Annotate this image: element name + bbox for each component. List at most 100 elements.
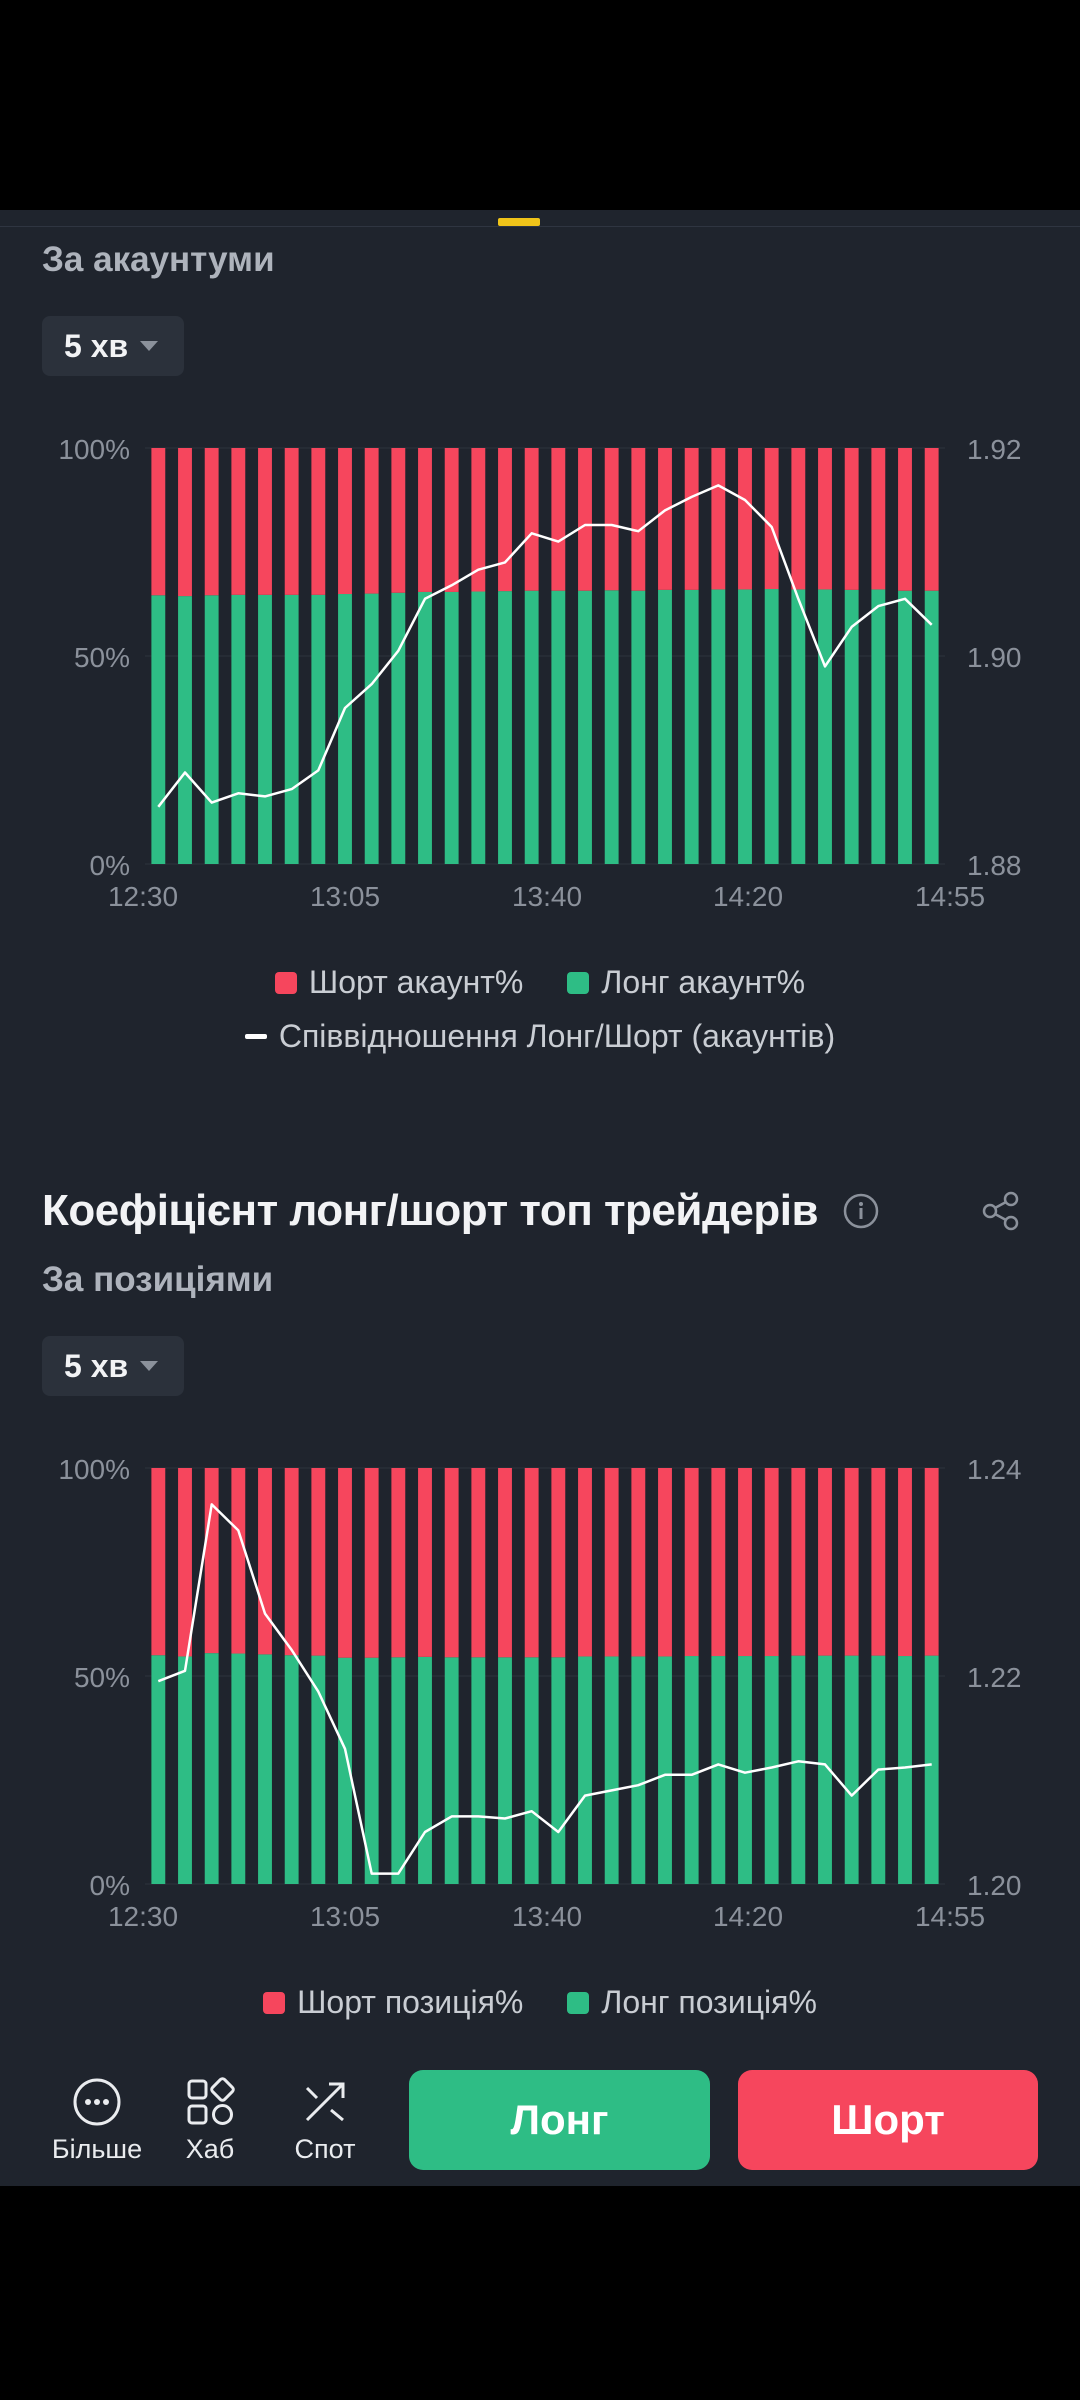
short-bar [391, 1468, 406, 1658]
x-tick-label: 14:55 [915, 1901, 985, 1932]
short-bar [204, 1468, 219, 1654]
short-bar [231, 448, 246, 595]
short-bar [871, 448, 886, 590]
long-bar [791, 1655, 806, 1884]
long-bar [924, 590, 939, 864]
long-bar [524, 590, 539, 864]
short-bar [604, 1468, 619, 1657]
short-bar [604, 448, 619, 591]
short-bar [258, 1468, 272, 1655]
x-tick-label: 13:40 [512, 881, 582, 912]
bottom-action-bar: Більше Хаб Спот Лонг Шорт [0, 2046, 1080, 2186]
short-bar [684, 448, 699, 590]
legend-short-positions[interactable]: Шорт позиція% [263, 1984, 523, 2021]
interval-dropdown-accounts[interactable]: 5 хв [42, 316, 184, 376]
accounts-chart-legend: Шорт акаунт% Лонг акаунт% [0, 964, 1080, 1001]
legend-long-accounts[interactable]: Лонг акаунт% [567, 964, 805, 1001]
accounts-subtitle: За акаунтуми [42, 240, 275, 279]
short-bar [711, 1468, 726, 1657]
short-bar [524, 1468, 539, 1658]
positions-subtitle: За позиціями [42, 1260, 274, 1299]
long-bar [204, 595, 219, 864]
short-bar [658, 1468, 672, 1657]
spot-label: Спот [294, 2134, 356, 2164]
long-button[interactable]: Лонг [409, 2070, 710, 2170]
positions-ratio-chart: 100% 50% 0% 1.24 1.22 1.20 12:30 13:05 13:40 14:2… [0, 1450, 1080, 2150]
long-bar [338, 1657, 352, 1884]
long-bar [898, 1656, 912, 1884]
y-right-tick-label: 1.24 [967, 1454, 1022, 1485]
long-bar [631, 1656, 646, 1884]
long-bar [258, 1654, 272, 1884]
short-bar [524, 448, 539, 591]
short-bar [924, 1468, 939, 1656]
legend-ratio-line[interactable]: Співвідношення Лонг/Шорт (акаунтів) [244, 1018, 836, 1055]
more-button[interactable]: Більше [42, 2076, 152, 2165]
interval-value: 5 хв [64, 1347, 129, 1384]
short-bar [498, 1468, 512, 1658]
long-bar [711, 589, 726, 864]
y-right-tick-label: 1.90 [967, 642, 1022, 673]
spot-button[interactable]: Спот [270, 2076, 380, 2165]
short-bar [791, 448, 806, 590]
long-bar [498, 591, 512, 864]
long-bar [444, 591, 459, 864]
long-bar [844, 589, 859, 864]
long-bar [151, 1655, 166, 1884]
interval-dropdown-positions[interactable]: 5 хв [42, 1336, 184, 1396]
y-left-tick-label: 50% [74, 642, 130, 673]
y-left-tick-label: 0% [90, 850, 130, 881]
y-left-tick-label: 0% [90, 1870, 130, 1901]
short-bar [631, 448, 646, 591]
long-bar [151, 595, 166, 864]
short-bar [364, 448, 379, 594]
legend-label: Співвідношення Лонг/Шорт (акаунтів) [278, 1018, 836, 1054]
long-bar [898, 590, 912, 864]
short-color-swatch [263, 1991, 286, 2014]
short-button[interactable]: Шорт [738, 2070, 1038, 2170]
long-bar [364, 593, 379, 864]
long-bar [471, 591, 486, 864]
x-tick-label: 12:30 [108, 1901, 178, 1932]
share-icon[interactable] [980, 1190, 1022, 1232]
accounts-ratio-chart: 100% 50% 0% 1.92 1.90 1.88 12:30 13:05 13:40 14:2… [0, 430, 1080, 1150]
short-bar [791, 1468, 806, 1656]
long-bar [578, 590, 592, 864]
long-bar [738, 1656, 752, 1884]
legend-label: Шорт позиція% [297, 1984, 524, 2020]
accounts-ratio-chart-svg: 100% 50% 0% 1.92 1.90 1.88 12:30 13:05 13:40 14:2… [58, 434, 1022, 912]
y-left-tick-label: 50% [74, 1662, 130, 1693]
short-bar [764, 448, 779, 590]
long-bar [258, 594, 272, 864]
legend-long-positions[interactable]: Лонг позиція% [567, 1984, 817, 2021]
hub-label: Хаб [185, 2134, 235, 2164]
y-right-tick-label: 1.92 [967, 434, 1022, 465]
short-bar [178, 1468, 192, 1657]
chevron-down-icon [140, 1361, 159, 1371]
top-traders-ratio-title: Коефіцієнт лонг/шорт топ трейдерів [42, 1186, 819, 1235]
long-color-swatch [567, 1991, 590, 2014]
info-icon[interactable] [843, 1193, 879, 1229]
long-bar [924, 1655, 939, 1884]
long-bar [764, 1656, 779, 1884]
long-bar [204, 1653, 219, 1884]
hub-button[interactable]: Хаб [155, 2076, 265, 2165]
long-bar [391, 1657, 406, 1884]
legend-short-accounts[interactable]: Шорт акаунт% [274, 964, 523, 1001]
long-bar [498, 1657, 512, 1884]
active-tab-indicator [498, 218, 540, 226]
long-bar [231, 594, 246, 864]
y-right-tick-label: 1.88 [967, 850, 1022, 881]
short-bar [311, 1468, 326, 1656]
short-bar [151, 1468, 166, 1656]
short-bar [551, 1468, 566, 1658]
short-bar [498, 448, 512, 592]
long-bar [791, 589, 806, 864]
y-left-tick-label: 100% [58, 434, 130, 465]
long-bar [844, 1655, 859, 1884]
ratio-line [157, 484, 933, 808]
short-bar [684, 1468, 699, 1657]
long-bar [418, 1656, 432, 1884]
short-bar [444, 448, 459, 592]
long-bar [738, 589, 752, 864]
